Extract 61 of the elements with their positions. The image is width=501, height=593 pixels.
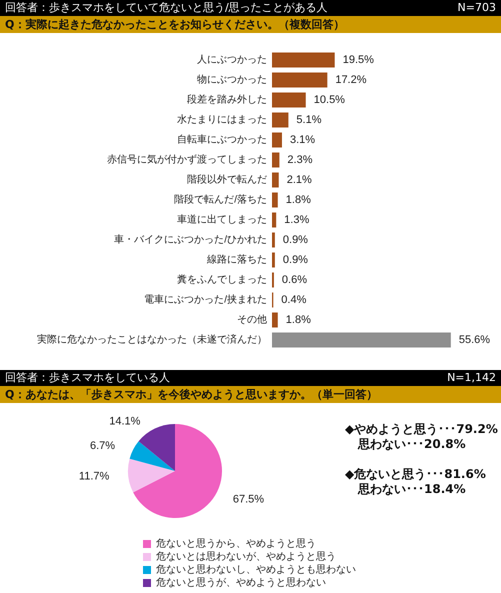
bar [272, 312, 278, 328]
legend-label: 危ないと思うから、やめようと思う [156, 538, 316, 550]
data-label: 0.6% [282, 274, 308, 286]
legend-label: 危ないと思うが、やめようと思わない [156, 576, 326, 588]
bar [272, 132, 282, 148]
bar [272, 72, 328, 88]
legend-label: 危ないとは思わないが、やめようと思う [156, 550, 336, 562]
data-label: 2.3% [287, 154, 313, 166]
data-label: 19.5% [342, 54, 374, 66]
chart-subtitle: Q：あなたは、「歩きスマホ」を今後やめようと思いますか。（単一回答） [0, 386, 501, 403]
y-tick-label: 実際に危なかったことはなかった（未遂で済んだ） [37, 334, 267, 346]
data-label: 10.5% [314, 94, 346, 106]
data-label: 55.6% [458, 334, 490, 346]
bar [272, 172, 279, 188]
text: ◆危ないと思う･･･81.6% [345, 467, 487, 482]
data-label: 1.3% [284, 214, 310, 226]
y-tick-label: 自転車にぶつかった [177, 134, 267, 146]
bar [272, 152, 280, 168]
data-label: 0.4% [281, 294, 307, 306]
y-tick-label: 階段で転んだ/落ちた [174, 194, 267, 206]
bar [272, 92, 306, 108]
chart-title: 回答者：歩きスマホをしている人 [5, 370, 170, 386]
y-tick-label: 人にぶつかった [197, 54, 267, 66]
data-label: 67.5% [232, 494, 264, 506]
bar [272, 252, 275, 268]
text: 回答者：歩きスマホをしていて危ないと思う/思ったことがある人 [5, 0, 328, 16]
text: Q：実際に起きた危なかったことをお知らせください。（複数回答） [0, 16, 501, 33]
data-label: 17.2% [335, 74, 367, 86]
text: ◆やめようと思う･･･79.2% [345, 422, 498, 437]
bar [272, 192, 278, 208]
y-tick-label: その他 [237, 314, 267, 326]
data-label: 0.9% [282, 254, 308, 266]
y-tick-label: 赤信号に気が付かず渡ってしまった [107, 154, 267, 166]
data-label: 11.7% [78, 470, 110, 483]
text: N=703 [458, 0, 496, 16]
bar [272, 232, 275, 248]
text: N=1,142 [447, 370, 496, 386]
bar [272, 112, 288, 128]
y-tick-label: 車・バイクにぶつかった/ひかれた [114, 234, 267, 246]
data-label: 14.1% [109, 415, 141, 428]
data-label: 0.9% [282, 234, 308, 246]
bar [272, 52, 335, 68]
bar [272, 212, 276, 228]
y-tick-label: 段差を踏み外した [187, 94, 267, 106]
y-tick-label: 階段以外で転んだ [187, 174, 267, 186]
data-label: 6.7% [90, 440, 116, 452]
data-label: 5.1% [296, 114, 322, 126]
data-label: 1.8% [286, 194, 312, 206]
data-label: 1.8% [286, 314, 312, 326]
data-label: 3.1% [290, 134, 316, 146]
text: 思わない･･･20.8% [356, 437, 467, 452]
y-tick-label: 線路に落ちた [206, 254, 267, 266]
data-label: 2.1% [286, 174, 312, 186]
y-tick-label: 水たまりにはまった [177, 114, 267, 126]
y-tick-label: 車道に出てしまった [177, 214, 267, 226]
legend-label: 危ないと思わないし、やめようとも思わない [156, 564, 356, 576]
y-tick-label: 物にぶつかった [197, 74, 267, 86]
y-tick-label: 電車にぶつかった/挟まれた [144, 294, 267, 306]
y-tick-label: 糞をふんでしまった [177, 274, 267, 286]
bar [272, 332, 451, 348]
text: 思わない･･･18.4% [356, 482, 467, 497]
